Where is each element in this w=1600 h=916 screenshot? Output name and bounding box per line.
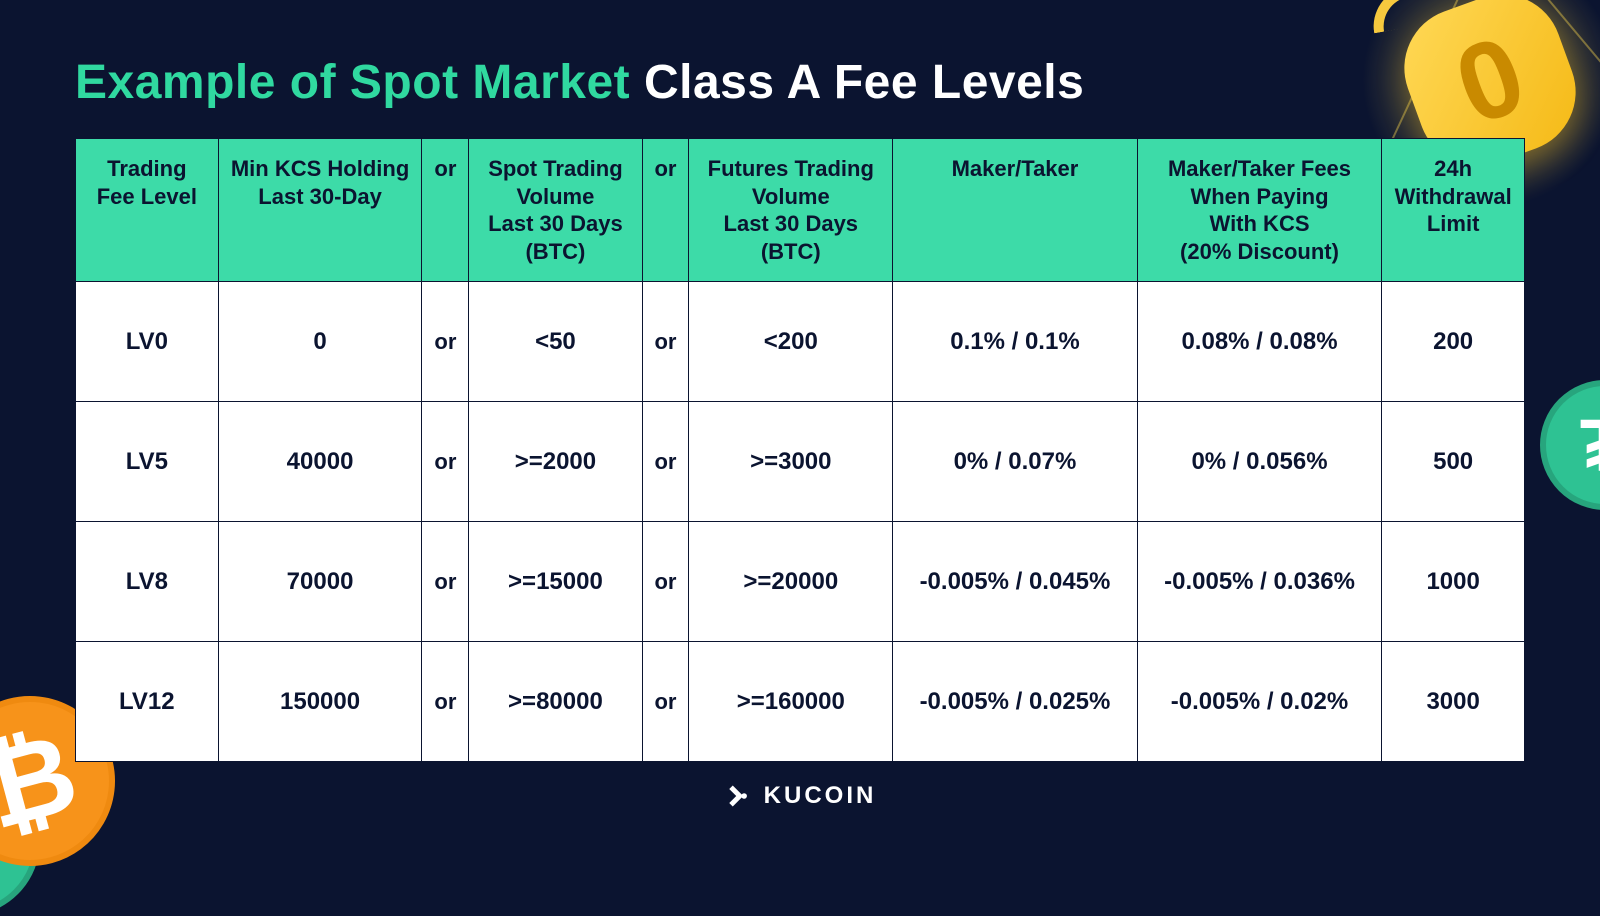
table-row: LV870000or>=15000or>=20000-0.005% / 0.04…: [76, 522, 1525, 642]
cell-futures: >=160000: [689, 642, 893, 762]
col-header-or2: or: [642, 139, 689, 282]
cell-futures: >=20000: [689, 522, 893, 642]
col-header-level: TradingFee Level: [76, 139, 219, 282]
cell-or: or: [422, 522, 469, 642]
cell-withdrawal: 200: [1382, 282, 1525, 402]
table-row: LV00or<50or<2000.1% / 0.1%0.08% / 0.08%2…: [76, 282, 1525, 402]
brand-footer: KUCOIN: [75, 782, 1525, 810]
col-header-kcs: Min KCS HoldingLast 30-Day: [218, 139, 422, 282]
brand-name: KUCOIN: [764, 782, 877, 810]
cell-withdrawal: 1000: [1382, 522, 1525, 642]
cell-makertaker: 0% / 0.07%: [893, 402, 1138, 522]
cell-withdrawal: 3000: [1382, 642, 1525, 762]
cell-mtkcs: -0.005% / 0.02%: [1137, 642, 1382, 762]
col-header-spot: Spot TradingVolumeLast 30 Days(BTC): [469, 139, 642, 282]
cell-mtkcs: 0% / 0.056%: [1137, 402, 1382, 522]
cell-level: LV12: [76, 642, 219, 762]
table-row: LV540000or>=2000or>=30000% / 0.07%0% / 0…: [76, 402, 1525, 522]
cell-makertaker: 0.1% / 0.1%: [893, 282, 1138, 402]
cell-makertaker: -0.005% / 0.025%: [893, 642, 1138, 762]
col-header-or1: or: [422, 139, 469, 282]
cell-makertaker: -0.005% / 0.045%: [893, 522, 1138, 642]
cell-mtkcs: -0.005% / 0.036%: [1137, 522, 1382, 642]
cell-kcs: 150000: [218, 642, 422, 762]
kucoin-logo-icon: [724, 782, 752, 810]
cell-kcs: 70000: [218, 522, 422, 642]
page-title: Example of Spot Market Class A Fee Level…: [75, 55, 1525, 110]
cell-or: or: [422, 282, 469, 402]
col-header-mtkcs: Maker/Taker FeesWhen PayingWith KCS(20% …: [1137, 139, 1382, 282]
col-header-withdrawal: 24hWithdrawalLimit: [1382, 139, 1525, 282]
title-plain: Class A Fee Levels: [644, 56, 1084, 109]
cell-spot: >=15000: [469, 522, 642, 642]
cell-or: or: [422, 642, 469, 762]
cell-withdrawal: 500: [1382, 402, 1525, 522]
cell-level: LV5: [76, 402, 219, 522]
cell-or: or: [642, 642, 689, 762]
title-accent: Example of Spot Market: [75, 56, 630, 109]
cell-kcs: 0: [218, 282, 422, 402]
cell-futures: <200: [689, 282, 893, 402]
cell-spot: >=2000: [469, 402, 642, 522]
cell-spot: <50: [469, 282, 642, 402]
table-row: LV12150000or>=80000or>=160000-0.005% / 0…: [76, 642, 1525, 762]
cell-kcs: 40000: [218, 402, 422, 522]
cell-or: or: [642, 522, 689, 642]
cell-level: LV8: [76, 522, 219, 642]
cell-or: or: [642, 282, 689, 402]
col-header-makertaker: Maker/Taker: [893, 139, 1138, 282]
cell-or: or: [642, 402, 689, 522]
col-header-futures: Futures TradingVolumeLast 30 Days(BTC): [689, 139, 893, 282]
cell-futures: >=3000: [689, 402, 893, 522]
cell-level: LV0: [76, 282, 219, 402]
cell-or: or: [422, 402, 469, 522]
fee-table: TradingFee Level Min KCS HoldingLast 30-…: [75, 138, 1525, 762]
cell-mtkcs: 0.08% / 0.08%: [1137, 282, 1382, 402]
cell-spot: >=80000: [469, 642, 642, 762]
table-header-row: TradingFee Level Min KCS HoldingLast 30-…: [76, 139, 1525, 282]
